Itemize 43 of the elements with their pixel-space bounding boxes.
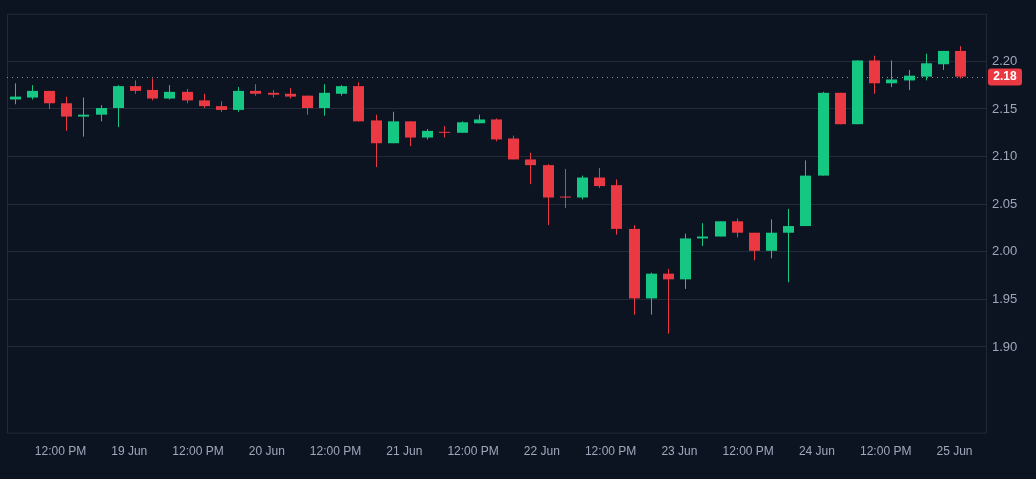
- x-tick-label: 19 Jun: [111, 444, 148, 459]
- candlestick: [921, 53, 932, 81]
- x-tick-label: 12:00 PM: [172, 444, 224, 459]
- y-tick-label: 1.90: [992, 338, 1018, 354]
- candlestick: [439, 125, 450, 139]
- y-tick-label: 2.05: [992, 195, 1018, 211]
- candlestick: [388, 111, 399, 144]
- x-tick-label: 22 Jun: [523, 444, 560, 459]
- x-tick-label: 24 Jun: [798, 444, 835, 459]
- candlestick: [61, 96, 72, 132]
- candlestick: [371, 114, 382, 168]
- x-tick-label: 12:00 PM: [860, 444, 912, 459]
- candlestick: [577, 175, 588, 200]
- x-tick-label: 12:00 PM: [309, 444, 362, 459]
- y-tick-label: 1.95: [992, 290, 1018, 306]
- y-tick-label: 2.20: [992, 52, 1018, 68]
- candlestick: [560, 168, 571, 209]
- candlestick: [113, 84, 124, 128]
- y-tick-label: 2.00: [992, 243, 1018, 259]
- x-tick-label: 12:00 PM: [722, 444, 774, 459]
- candlestick: [886, 59, 897, 88]
- candlestick: [525, 152, 536, 185]
- candlestick: [749, 232, 760, 261]
- y-tick-label: 2.15: [992, 100, 1018, 116]
- candlestick: [783, 208, 794, 283]
- candlestick: [594, 167, 605, 189]
- x-tick-label: 12:00 PM: [584, 444, 637, 459]
- candlestick: [732, 217, 743, 238]
- ref-line-label: 2.18: [993, 69, 1017, 84]
- x-tick-label: 25 Jun: [936, 444, 973, 459]
- candlestick: [766, 218, 777, 259]
- x-tick-label: 23 Jun: [661, 444, 698, 459]
- candlestick: [405, 120, 416, 147]
- candlestick: [319, 83, 330, 117]
- candlestick: [147, 78, 158, 101]
- candlestick: [869, 55, 880, 95]
- candlestick: [78, 97, 89, 138]
- candlestick: [233, 86, 244, 113]
- x-tick-label: 20 Jun: [248, 444, 285, 459]
- x-tick-label: 12:00 PM: [447, 444, 499, 459]
- x-tick-label: 12:00 PM: [34, 444, 87, 459]
- y-tick-label: 2.10: [992, 148, 1018, 164]
- x-tick-label: 21 Jun: [386, 444, 423, 459]
